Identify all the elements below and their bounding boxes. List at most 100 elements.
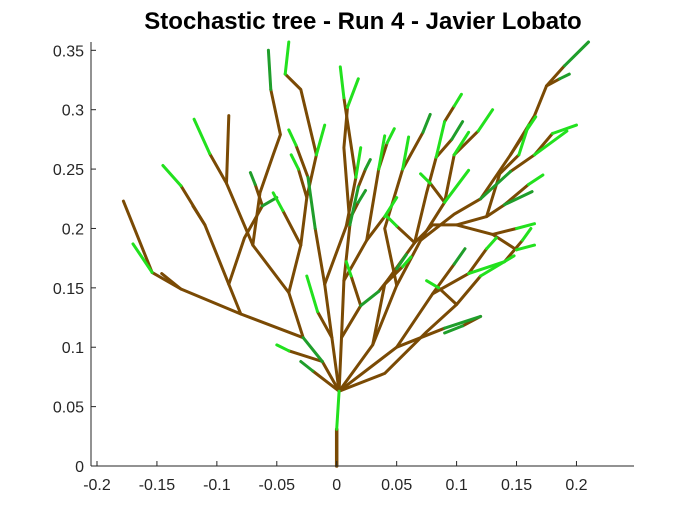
branch-line (337, 223, 352, 393)
leaf-segment (503, 190, 534, 207)
leaf-segment (443, 314, 483, 330)
leaf-segment (476, 108, 495, 133)
branch-line (395, 224, 417, 245)
branch-line (287, 153, 318, 295)
leaf-segment (401, 255, 413, 268)
leaf-segment (283, 40, 291, 76)
y-tick-label: 0.3 (62, 103, 84, 120)
x-tick-label: -0.15 (139, 477, 176, 494)
branch-line (316, 310, 334, 340)
branch-line (349, 274, 363, 308)
x-tick-label: 0.2 (565, 477, 587, 494)
leaf-segment (452, 92, 463, 108)
leaf-segment (479, 170, 512, 201)
leaf-segment (287, 128, 298, 147)
leaf-segment (356, 189, 367, 204)
x-tick-label: -0.1 (203, 477, 231, 494)
leaf-segment (338, 65, 346, 100)
branch-line (365, 215, 387, 242)
leaf-segment (305, 274, 319, 314)
x-tick-label: 0 (332, 477, 341, 494)
leaf-segment (354, 146, 363, 179)
branch-line (479, 64, 566, 201)
leaf-segment (551, 123, 578, 135)
y-tick-label: 0.25 (53, 162, 84, 179)
x-tick-label: -0.2 (83, 477, 111, 494)
leaf-segment (443, 168, 471, 204)
branch-line (191, 204, 207, 227)
y-tick-label: 0.15 (53, 281, 84, 298)
leaf-segment (344, 260, 353, 278)
branch-line (253, 183, 264, 208)
branch-line (251, 88, 282, 247)
x-tick-label: 0.15 (501, 477, 532, 494)
branch-line (419, 197, 483, 242)
branch-line (545, 77, 562, 88)
leaf-segment (395, 253, 408, 271)
leaf-segment (301, 336, 324, 363)
branch-line (509, 129, 528, 157)
leaf-segment (383, 196, 399, 219)
branch-line (342, 105, 352, 227)
branch-line (431, 262, 456, 296)
branch-line (150, 270, 305, 340)
leaf-segment (401, 135, 411, 171)
branch-line (121, 199, 154, 274)
leaf-segment (192, 117, 212, 156)
axes: -0.2 -0.15 -0.1 -0.05 0 0.05 0.1 0.15 0.2 0 0.05 0.… (53, 42, 634, 494)
leaf-segment (419, 172, 432, 185)
leaf-segment (385, 127, 396, 145)
branch-line (287, 349, 324, 363)
branch-line (443, 104, 456, 124)
branch-line (281, 209, 303, 247)
branch-line (443, 153, 456, 204)
leaf-segment (533, 129, 569, 157)
leaf-segment (452, 130, 471, 157)
leaf-segment (289, 153, 300, 171)
branch-line (225, 114, 231, 185)
x-tick-label: 0.1 (445, 477, 467, 494)
leaf-segment (335, 389, 341, 431)
plot-area (121, 40, 590, 468)
leaf-segment (515, 243, 536, 252)
leaf-segment (385, 215, 399, 228)
leaf-segment (248, 171, 257, 186)
leaf-segment (450, 120, 465, 141)
branch-line (340, 304, 363, 340)
branch-line (337, 326, 447, 393)
branch-line (296, 167, 309, 200)
branch-line (509, 153, 536, 173)
leaf-segment (377, 134, 387, 171)
leaf-segment (275, 343, 291, 353)
branch-line (294, 143, 310, 179)
branch-line (413, 155, 438, 245)
leaf-segment (271, 191, 285, 213)
branch-line (485, 153, 521, 219)
branch-line (401, 130, 425, 171)
branch-line (428, 181, 447, 204)
leaf-segment (314, 123, 327, 157)
leaf-segment (521, 227, 533, 242)
leaf-segment (485, 236, 498, 251)
leaf-segment (348, 185, 360, 227)
leaf-segment (131, 242, 154, 274)
branch-line (337, 274, 483, 393)
leaf-segment (527, 173, 545, 186)
branch-line (208, 152, 305, 340)
leaf-segment (421, 112, 432, 134)
leaf-segment (563, 40, 590, 68)
leaf-segment (266, 48, 273, 91)
chart-title: Stochastic tree - Run 4 - Javier Lobato (144, 8, 581, 35)
branch-line (311, 369, 341, 393)
x-tick-label: 0.05 (381, 477, 412, 494)
y-tick-label: 0.05 (53, 400, 84, 417)
leaf-segment (479, 254, 516, 278)
leaf-segment (434, 120, 447, 159)
branch-line (434, 137, 454, 159)
branch-line (283, 72, 318, 157)
y-tick-label: 0 (75, 459, 84, 476)
branch-line (377, 267, 399, 293)
branch-line (356, 167, 367, 189)
leaf-segment (359, 289, 381, 308)
